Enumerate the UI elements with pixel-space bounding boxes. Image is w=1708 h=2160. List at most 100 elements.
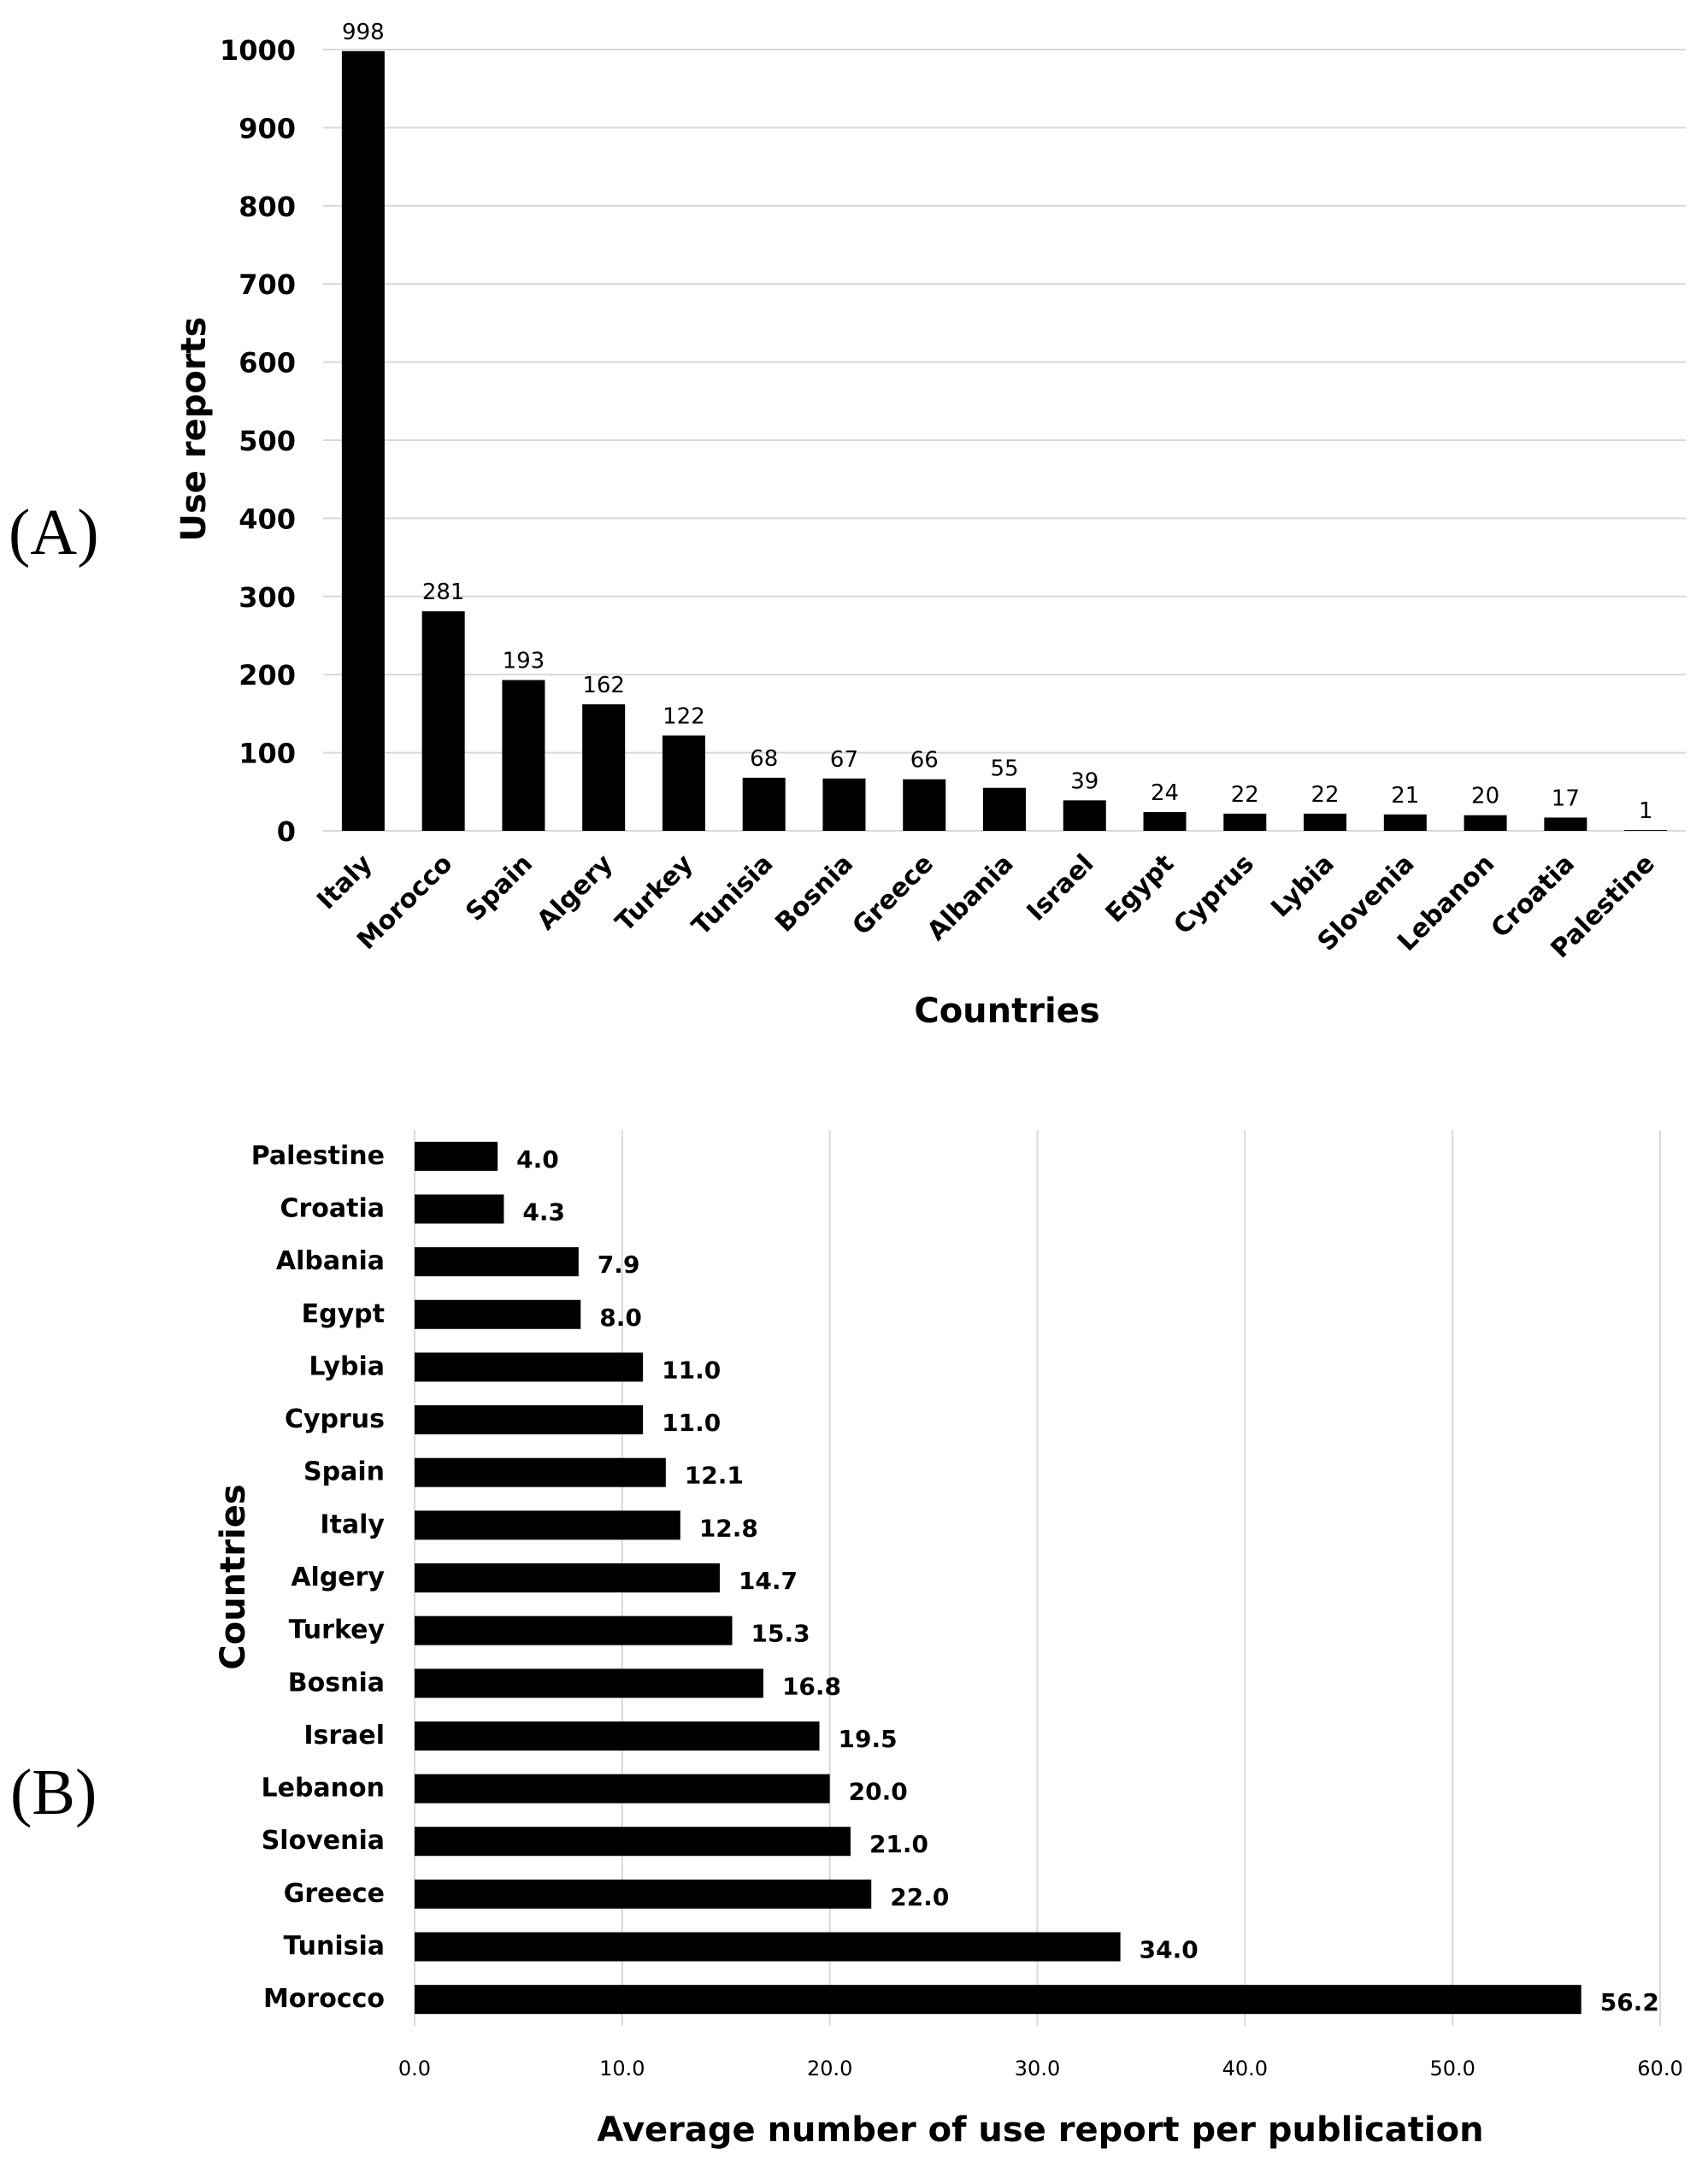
a-y-tick-label: 900 xyxy=(239,112,296,144)
b-bar xyxy=(415,1194,504,1224)
b-y-axis-title: Countries xyxy=(214,1484,253,1669)
a-bar xyxy=(1544,817,1587,831)
b-bar xyxy=(415,1405,644,1435)
b-x-tick-label: 50.0 xyxy=(1429,2057,1475,2081)
b-y-tick-label: Cyprus xyxy=(285,1404,385,1434)
b-bar xyxy=(415,1247,579,1277)
b-bar xyxy=(415,1352,644,1382)
a-x-tick-label: Italy xyxy=(311,849,379,916)
b-y-tick-label: Lybia xyxy=(309,1351,385,1381)
a-data-label: 21 xyxy=(1391,783,1419,809)
a-data-label: 162 xyxy=(582,673,625,698)
a-x-tick-label: Bosnia xyxy=(769,849,859,939)
b-y-tick-label: Israel xyxy=(303,1721,385,1751)
a-x-tick-label: Turkey xyxy=(610,849,699,939)
b-bar xyxy=(415,1141,498,1171)
a-y-tick-label: 500 xyxy=(239,425,296,457)
a-data-label: 24 xyxy=(1151,780,1179,806)
b-y-tick-label: Greece xyxy=(284,1879,385,1909)
b-y-tick-label: Croatia xyxy=(280,1193,385,1223)
a-x-tick-label: Israel xyxy=(1022,849,1100,927)
b-data-label: 4.3 xyxy=(522,1198,565,1226)
a-bar xyxy=(1464,815,1507,831)
a-y-tick-label: 300 xyxy=(239,581,296,614)
a-data-label: 281 xyxy=(422,580,465,605)
a-y-tick-label: 0 xyxy=(277,815,296,848)
a-bar xyxy=(502,680,545,831)
b-data-label: 11.0 xyxy=(662,1356,721,1384)
b-x-tick-label: 20.0 xyxy=(807,2057,852,2081)
b-x-tick-label: 40.0 xyxy=(1222,2057,1268,2081)
b-data-label: 7.9 xyxy=(598,1251,640,1279)
b-data-label: 21.0 xyxy=(869,1830,928,1858)
a-bar xyxy=(582,703,626,831)
b-y-tick-label: Italy xyxy=(320,1510,385,1539)
b-y-tick-label: Palestine xyxy=(251,1141,385,1171)
b-x-tick-label: 0.0 xyxy=(398,2057,431,2081)
b-y-tick-label: Morocco xyxy=(263,1984,385,2014)
a-data-label: 193 xyxy=(503,649,545,674)
b-y-tick-label: Algery xyxy=(291,1563,385,1592)
a-data-label: 66 xyxy=(910,748,939,774)
b-y-tick-label: Spain xyxy=(303,1457,385,1487)
panel-a-chart: (A) 998 281 193 162 122 68 67 66 55 39 24 22 22 21 20 1… xyxy=(9,20,1686,1031)
b-y-tick-label: Tunisia xyxy=(283,1932,385,1962)
b-bar xyxy=(415,1827,851,1857)
a-bar xyxy=(742,777,786,831)
b-x-tick-label: 60.0 xyxy=(1637,2057,1682,2081)
b-bar xyxy=(415,1669,763,1698)
a-bar xyxy=(983,787,1026,831)
b-data-label: 56.2 xyxy=(1600,1988,1659,2016)
b-bar xyxy=(415,1932,1121,1962)
a-x-tick-label: Lybia xyxy=(1265,849,1340,923)
b-bar xyxy=(415,1985,1581,2015)
a-bar xyxy=(421,611,465,831)
b-x-tick-label: 10.0 xyxy=(599,2057,645,2081)
b-data-label: 12.8 xyxy=(699,1514,758,1542)
b-data-label: 22.0 xyxy=(890,1883,949,1911)
b-data-label: 14.7 xyxy=(739,1567,798,1595)
a-data-label: 22 xyxy=(1311,782,1340,808)
b-bar xyxy=(415,1457,666,1487)
panel-b-chart: (B) 4.0 4.3 7.9 8.0 11.0 11.0 12.1 12.8 14.7 15.3… xyxy=(10,1130,1683,2150)
a-bar xyxy=(341,50,385,831)
a-data-label: 122 xyxy=(663,703,705,729)
b-y-tick-label: Turkey xyxy=(289,1616,386,1645)
a-y-tick-label: 800 xyxy=(239,191,296,223)
a-y-tick-label: 200 xyxy=(239,659,296,692)
a-y-tick-label: 600 xyxy=(239,347,296,380)
a-x-tick-label: Algery xyxy=(532,849,620,937)
a-data-label: 22 xyxy=(1231,782,1259,808)
a-bar xyxy=(1223,813,1267,831)
a-data-label: 20 xyxy=(1471,784,1499,809)
a-y-axis-title: Use reports xyxy=(174,317,214,542)
b-y-tick-label: Egypt xyxy=(302,1299,385,1329)
a-data-label: 39 xyxy=(1070,768,1098,794)
b-data-label: 8.0 xyxy=(599,1304,642,1332)
b-data-label: 20.0 xyxy=(849,1778,908,1806)
panel-a-label: (A) xyxy=(9,497,99,568)
a-bar xyxy=(1624,830,1668,831)
b-bar xyxy=(415,1774,830,1804)
b-x-axis-title: Average number of use report per publica… xyxy=(597,2110,1483,2150)
a-x-tick-label: Tunisia xyxy=(686,849,780,942)
b-data-label: 11.0 xyxy=(662,1409,721,1437)
a-x-tick-label: Cyprus xyxy=(1168,849,1260,941)
a-x-tick-label: Albania xyxy=(922,849,1020,947)
a-bar xyxy=(822,778,866,831)
a-x-tick-label: Spain xyxy=(460,849,539,927)
b-bar xyxy=(415,1510,680,1540)
b-bar xyxy=(415,1299,581,1329)
b-data-label: 19.5 xyxy=(839,1725,898,1753)
b-y-tick-label: Lebanon xyxy=(261,1774,385,1804)
a-bar xyxy=(1383,814,1427,831)
b-data-label: 15.3 xyxy=(751,1620,810,1648)
b-x-tick-label: 30.0 xyxy=(1015,2057,1060,2081)
a-bar xyxy=(1143,812,1187,831)
a-bar xyxy=(903,779,946,831)
a-x-axis-title: Countries xyxy=(914,992,1099,1031)
a-y-tick-label: 400 xyxy=(239,503,296,535)
b-data-label: 4.0 xyxy=(516,1145,559,1174)
b-y-tick-label: Bosnia xyxy=(288,1668,385,1698)
a-data-label: 55 xyxy=(990,756,1018,782)
